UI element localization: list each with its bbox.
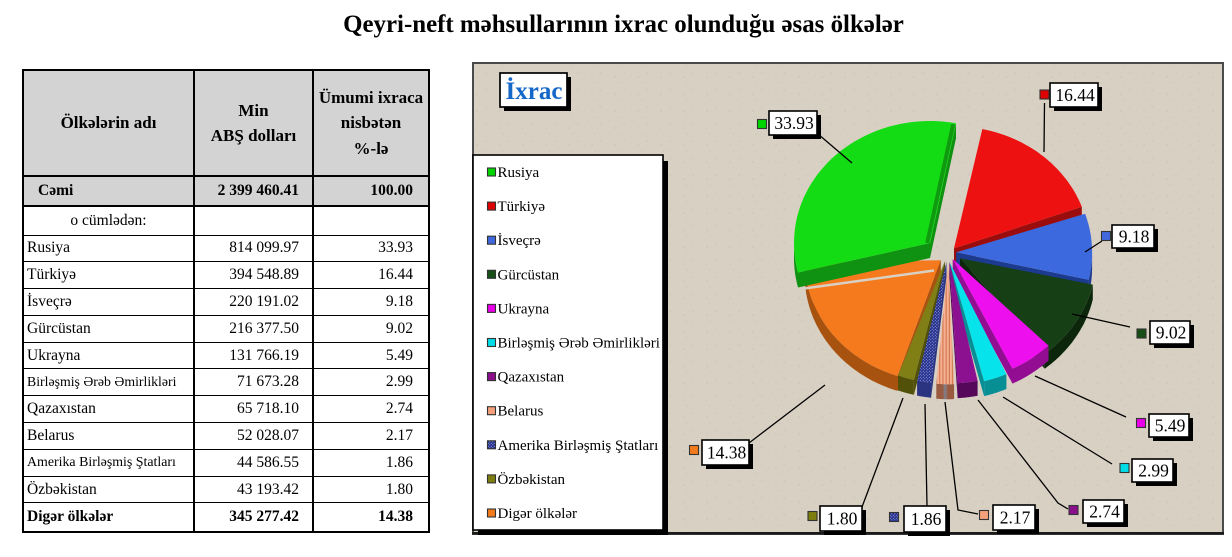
- svg-text:Amerika Birləşmiş Ştatları: Amerika Birləşmiş Ştatları: [498, 438, 659, 454]
- svg-text:2.99: 2.99: [1138, 461, 1169, 481]
- svg-text:Belarus: Belarus: [498, 404, 544, 420]
- svg-text:14.38: 14.38: [707, 443, 747, 463]
- svg-text:Türkiyə: Türkiyə: [498, 199, 546, 215]
- svg-text:Rusiya: Rusiya: [498, 165, 540, 181]
- svg-text:Birləşmiş Ərəb Əmirlikləri: Birləşmiş Ərəb Əmirlikləri: [498, 336, 660, 352]
- svg-text:2.74: 2.74: [1089, 502, 1120, 522]
- svg-text:9.02: 9.02: [1156, 323, 1187, 343]
- svg-text:Ukrayna: Ukrayna: [498, 301, 550, 317]
- svg-text:5.49: 5.49: [1155, 416, 1186, 436]
- svg-text:33.93: 33.93: [774, 113, 814, 133]
- svg-text:Qazaxıstan: Qazaxıstan: [498, 370, 565, 386]
- svg-text:16.44: 16.44: [1055, 85, 1095, 105]
- svg-text:İsveçrə: İsveçrə: [498, 233, 542, 249]
- svg-text:Özbəkistan: Özbəkistan: [498, 471, 566, 488]
- svg-text:1.86: 1.86: [911, 509, 942, 529]
- svg-text:Gürcüstan: Gürcüstan: [498, 267, 560, 283]
- svg-text:İxrac: İxrac: [506, 77, 563, 105]
- svg-text:1.80: 1.80: [827, 509, 858, 529]
- svg-text:9.18: 9.18: [1119, 227, 1150, 247]
- svg-text:2.17: 2.17: [1000, 508, 1031, 528]
- svg-text:Digər ölkələr: Digər ölkələr: [498, 506, 578, 522]
